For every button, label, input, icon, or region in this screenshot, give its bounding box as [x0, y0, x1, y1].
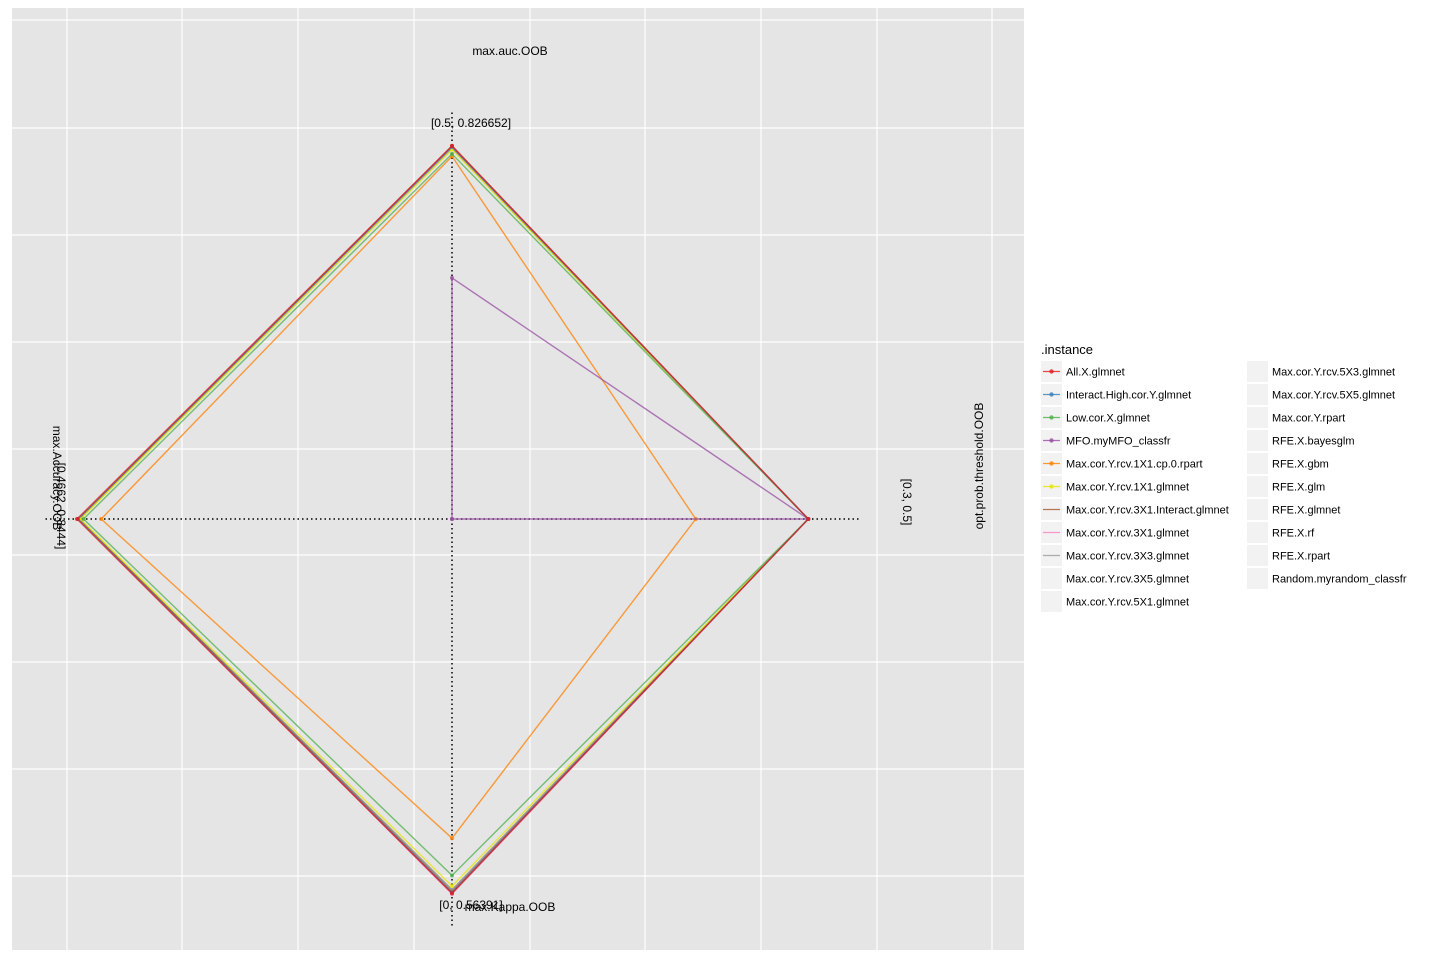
series-point-Max.cor.Y.rcv.1X1.cp.0.rpart: [450, 836, 454, 841]
legend-item: RFE.X.glm: [1247, 476, 1325, 497]
legend-label: Max.cor.Y.rcv.3X3.glmnet: [1066, 551, 1189, 563]
series-point-Low.cor.X.glmnet: [450, 151, 454, 156]
legend-key: [1247, 545, 1268, 566]
legend-label: RFE.X.rpart: [1272, 551, 1330, 563]
legend-label: Max.cor.Y.rcv.3X5.glmnet: [1066, 574, 1189, 586]
axis-name-top: max.auc.OOB: [472, 44, 547, 58]
legend-item: Interact.High.cor.Y.glmnet: [1041, 384, 1191, 405]
legend-item: RFE.X.rpart: [1247, 545, 1330, 566]
legend-title: .instance: [1041, 342, 1093, 357]
legend-item: Max.cor.Y.rcv.5X5.glmnet: [1247, 384, 1395, 405]
legend-item: Max.cor.Y.rcv.3X5.glmnet: [1041, 568, 1189, 589]
series-polygons: [75, 143, 811, 896]
legend-label: Max.cor.Y.rcv.1X1.glmnet: [1066, 482, 1189, 494]
legend-item: Max.cor.Y.rcv.1X1.glmnet: [1041, 476, 1189, 497]
axis-range-bottom: [0, 0.56391]: [439, 898, 502, 912]
series-point-Max.cor.Y.rcv.1X1.cp.0.rpart: [99, 517, 104, 521]
legend-label: Max.cor.Y.rcv.1X1.cp.0.rpart: [1066, 459, 1203, 471]
legend-label: All.X.glmnet: [1066, 367, 1125, 379]
legend-key: [1041, 591, 1062, 612]
legend-key-marker: [1049, 461, 1054, 466]
grid-lines: [12, 8, 1024, 950]
legend-label: Interact.High.cor.Y.glmnet: [1066, 390, 1191, 402]
legend-item: RFE.X.glmnet: [1247, 499, 1340, 520]
legend-item: MFO.myMFO_classfr: [1041, 430, 1171, 451]
legend-key: [1247, 499, 1268, 520]
legend-label: Max.cor.Y.rcv.5X1.glmnet: [1066, 597, 1189, 609]
legend-key: [1247, 522, 1268, 543]
legend-label: Random.myrandom_classfr: [1272, 574, 1407, 586]
legend-label: RFE.X.gbm: [1272, 459, 1329, 471]
legend-item: Max.cor.Y.rcv.3X1.glmnet: [1041, 522, 1189, 543]
legend-key: [1247, 476, 1268, 497]
legend-key: [1247, 361, 1268, 382]
axis-name-right: opt.prob.threshold.OOB: [972, 403, 986, 530]
axis-range-right: [0.3, 0.5]: [900, 479, 914, 526]
legend-key: [1247, 568, 1268, 589]
legend-key: [1247, 430, 1268, 451]
legend-label: Max.cor.Y.rcv.3X1.glmnet: [1066, 528, 1189, 540]
series-polygon-MFO.myMFO_classfr: [451, 276, 811, 520]
legend-key-marker: [1049, 438, 1054, 443]
legend-key-marker: [1049, 392, 1054, 397]
legend-key: [1247, 453, 1268, 474]
series-point-All.X.glmnet: [450, 143, 454, 148]
legend-item: Max.cor.Y.rpart: [1247, 407, 1345, 428]
legend-item: Max.cor.Y.rcv.3X1.Interact.glmnet: [1041, 499, 1229, 520]
legend: .instance All.X.glmnet Interact.High.cor.Y…: [1041, 342, 1407, 612]
series-point-All.X.glmnet: [75, 517, 79, 521]
series-point-All.X.glmnet: [806, 517, 811, 521]
legend-item: RFE.X.bayesglm: [1247, 430, 1355, 451]
legend-item: RFE.X.gbm: [1247, 453, 1329, 474]
legend-label: MFO.myMFO_classfr: [1066, 436, 1171, 448]
legend-item: Max.cor.Y.rcv.5X3.glmnet: [1247, 361, 1395, 382]
legend-label: RFE.X.glm: [1272, 482, 1325, 494]
series-point-Low.cor.X.glmnet: [450, 873, 454, 878]
legend-label: RFE.X.rf: [1272, 528, 1315, 540]
series-point-All.X.glmnet: [450, 891, 454, 896]
plot-panel-background: [12, 8, 1024, 950]
series-point-Max.cor.Y.rcv.1X1.glmnet: [450, 884, 454, 889]
legend-label: RFE.X.glmnet: [1272, 505, 1340, 517]
legend-item: Random.myrandom_classfr: [1247, 568, 1407, 589]
legend-key-marker: [1049, 484, 1054, 489]
legend-label: Max.cor.Y.rpart: [1272, 413, 1345, 425]
legend-label: Max.cor.Y.rcv.5X3.glmnet: [1272, 367, 1395, 379]
legend-item: All.X.glmnet: [1041, 361, 1125, 382]
legend-key: [1247, 384, 1268, 405]
series-point-Low.cor.X.glmnet: [81, 517, 86, 521]
axis-name-left: max.Accuracy.OOB: [50, 426, 64, 530]
legend-item: Max.cor.Y.rcv.3X3.glmnet: [1041, 545, 1189, 566]
legend-item: Low.cor.X.glmnet: [1041, 407, 1150, 428]
axis-range-top: [0.5, 0.826652]: [431, 116, 511, 130]
legend-key: [1041, 568, 1062, 589]
legend-item: Max.cor.Y.rcv.1X1.cp.0.rpart: [1041, 453, 1203, 474]
axis-range-left: [0.4662, 0.8444]: [54, 463, 68, 550]
legend-item: Max.cor.Y.rcv.5X1.glmnet: [1041, 591, 1189, 612]
legend-label: Max.cor.Y.rcv.5X5.glmnet: [1272, 390, 1395, 402]
legend-item: RFE.X.rf: [1247, 522, 1315, 543]
legend-key-marker: [1049, 415, 1054, 420]
axis-name-bottom: max.Kappa.OOB: [465, 900, 556, 914]
series-point-MFO.myMFO_classfr: [450, 517, 454, 521]
legend-key: [1247, 407, 1268, 428]
legend-key-marker: [1049, 369, 1054, 374]
legend-label: RFE.X.bayesglm: [1272, 436, 1355, 448]
series-point-MFO.myMFO_classfr: [450, 275, 454, 280]
legend-label: Low.cor.X.glmnet: [1066, 413, 1150, 425]
legend-label: Max.cor.Y.rcv.3X1.Interact.glmnet: [1066, 505, 1229, 517]
axis-labels: max.auc.OOB [0.5, 0.826652] opt.prob.thres…: [50, 44, 986, 914]
